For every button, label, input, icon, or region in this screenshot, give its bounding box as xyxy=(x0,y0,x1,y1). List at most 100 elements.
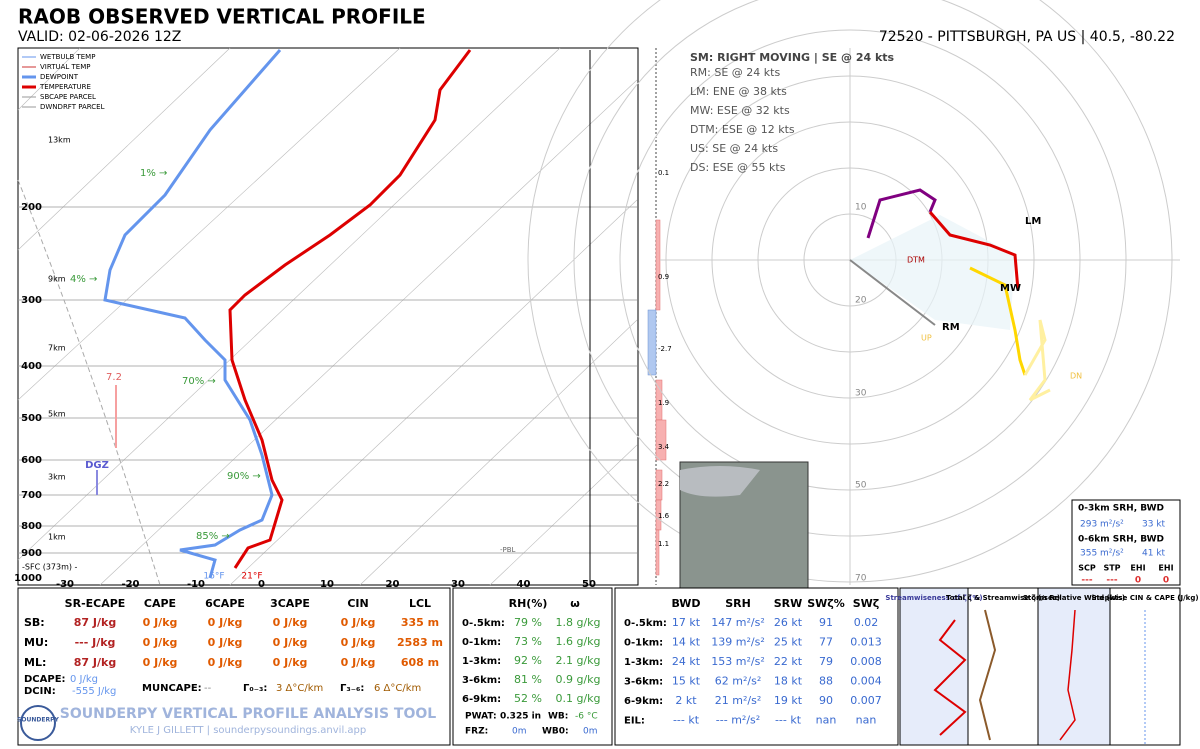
kinematic-value: 0.013 xyxy=(850,636,882,649)
index-value: --- xyxy=(1106,576,1117,586)
row-label: ML: xyxy=(24,656,46,669)
temp-label: 50 xyxy=(582,579,596,590)
pressure-label: 700 xyxy=(21,490,42,501)
temp-label: -30 xyxy=(56,579,74,590)
row-label: 0-1km: xyxy=(624,638,663,649)
kinematic-value: 147 m²/s² xyxy=(711,616,764,629)
theta-label: 1.1 xyxy=(658,540,669,548)
thermo-value: 0 J/kg xyxy=(273,636,308,649)
height-label: 5km xyxy=(48,410,66,419)
row-label: WB0: xyxy=(542,727,569,737)
pressure-label: 900 xyxy=(21,548,42,559)
row-label: 0-.5km: xyxy=(624,618,667,629)
moisture-value: 1.6 g/kg xyxy=(555,635,600,648)
thermo-value: -555 J/kg xyxy=(72,686,116,697)
ring-label: 10 xyxy=(855,203,867,213)
pbl-label: -PBL xyxy=(500,546,516,554)
motion-label: US: SE @ 24 kts xyxy=(690,142,778,155)
ring-label: 30 xyxy=(855,389,867,399)
thermo-value: -- xyxy=(204,683,212,694)
theta-bar xyxy=(647,309,657,376)
panel-title: Storm Relative Wind (kts) xyxy=(1023,594,1125,602)
hodo-marker: DTM xyxy=(907,256,925,265)
station: 72520 - PITTSBURGH, PA US | 40.5, -80.22 xyxy=(879,29,1175,45)
logo-text: SOUNDERPY xyxy=(17,717,59,724)
row-label: 1-3km: xyxy=(624,657,663,668)
kinematic-value: 22 kt xyxy=(774,655,803,668)
temp-label: 0 xyxy=(258,579,265,590)
legend-entry: DWNDRFT PARCEL xyxy=(40,103,105,111)
skewt-frame xyxy=(17,47,639,586)
panel-line xyxy=(933,619,967,736)
temp-label: 10 xyxy=(320,579,334,590)
thermo-value: 0 J/kg xyxy=(273,616,308,629)
sfc-temp: 21°F xyxy=(241,572,262,582)
kinematic-value: 77 xyxy=(819,636,833,649)
kinematic-value: --- kt xyxy=(673,714,700,727)
row-label: 0-1km: xyxy=(462,637,501,648)
srh-inset xyxy=(1071,499,1181,586)
motion-label: MW: ESE @ 32 kts xyxy=(690,104,790,117)
motion-label: RM: SE @ 24 kts xyxy=(690,66,780,79)
panel xyxy=(967,587,1039,746)
pressure-label: 600 xyxy=(21,455,42,466)
temp-label: -20 xyxy=(121,579,139,590)
dgz-value: 7.2 xyxy=(106,372,122,383)
pressure-label: 500 xyxy=(21,413,42,424)
moisture-value: 0m xyxy=(583,727,598,737)
thermo-value: 0 J/kg xyxy=(341,616,376,629)
panel-title: Streamwiseness of ζ (%) xyxy=(885,594,982,602)
dewpoint-line xyxy=(103,49,282,579)
moisture-value: 81 % xyxy=(514,673,542,686)
thermo-header: 6CAPE xyxy=(205,597,245,610)
temp-label: 40 xyxy=(517,579,531,590)
hodo-marker: RM xyxy=(942,322,960,333)
thermo-value: 3 Δ°C/km xyxy=(276,683,323,694)
ring-label: 20 xyxy=(855,296,867,306)
panel-line xyxy=(978,609,997,741)
thermo-value: 0 J/kg xyxy=(208,636,243,649)
index-label: SCP xyxy=(1078,564,1096,573)
row-label: DCAPE: xyxy=(24,674,66,685)
row-label: 6-9km: xyxy=(462,694,501,705)
row-label: Γ₃₋₆: xyxy=(340,683,364,694)
row-label: 3-6km: xyxy=(462,675,501,686)
panel-title: Total ζ & Streamwise ζ (/sec) xyxy=(946,594,1060,602)
kinematic-value: 0.008 xyxy=(850,655,882,668)
index-label: STP xyxy=(1103,564,1120,573)
hodograph-trace xyxy=(1023,319,1051,402)
index-value: --- xyxy=(1081,576,1092,586)
moisture-value: 52 % xyxy=(514,692,542,705)
moisture-header: ω xyxy=(570,597,580,610)
thermo-value: --- J/kg xyxy=(75,636,116,649)
panel-line xyxy=(1059,609,1076,741)
hodograph-trace xyxy=(969,266,1027,376)
legend-entry: TEMPERATURE xyxy=(39,83,91,91)
thermo-value: 2583 m xyxy=(397,636,443,649)
moisture-value: 0m xyxy=(512,727,527,737)
row-label: EIL: xyxy=(624,716,645,727)
pressure-label: 800 xyxy=(21,521,42,532)
thermo-value: 608 m xyxy=(401,656,439,669)
skewt-isotherms xyxy=(17,47,638,586)
storm-motion: SM: RIGHT MOVING | SE @ 24 kts xyxy=(690,51,895,64)
motion-label: DTM: ESE @ 12 kts xyxy=(690,123,795,136)
temp-label: -10 xyxy=(187,579,205,590)
valid-time: VALID: 02-06-2026 12Z xyxy=(18,29,181,45)
kinematic-value: 14 kt xyxy=(672,636,701,649)
row-label: 0-.5km: xyxy=(462,618,505,629)
inset-header: 0-6km SRH, BWD xyxy=(1078,535,1164,545)
kinematic-value: 0.004 xyxy=(850,675,882,688)
kinematic-value: 21 m²/s² xyxy=(715,694,761,707)
moisture-value: 1.8 g/kg xyxy=(555,616,600,629)
row-label: MU: xyxy=(24,636,48,649)
kinematic-header: BWD xyxy=(671,597,700,610)
legend-entry: WETBULB TEMP xyxy=(40,53,95,61)
kinematic-value: 25 kt xyxy=(774,636,803,649)
thermo-header: CAPE xyxy=(144,597,176,610)
kinematic-value: 62 m²/s² xyxy=(715,675,761,688)
row-label: DCIN: xyxy=(24,686,56,697)
theta-label: 3.4 xyxy=(658,443,670,451)
kinematic-value: 19 kt xyxy=(774,694,803,707)
rh-label: 1% → xyxy=(140,168,167,179)
